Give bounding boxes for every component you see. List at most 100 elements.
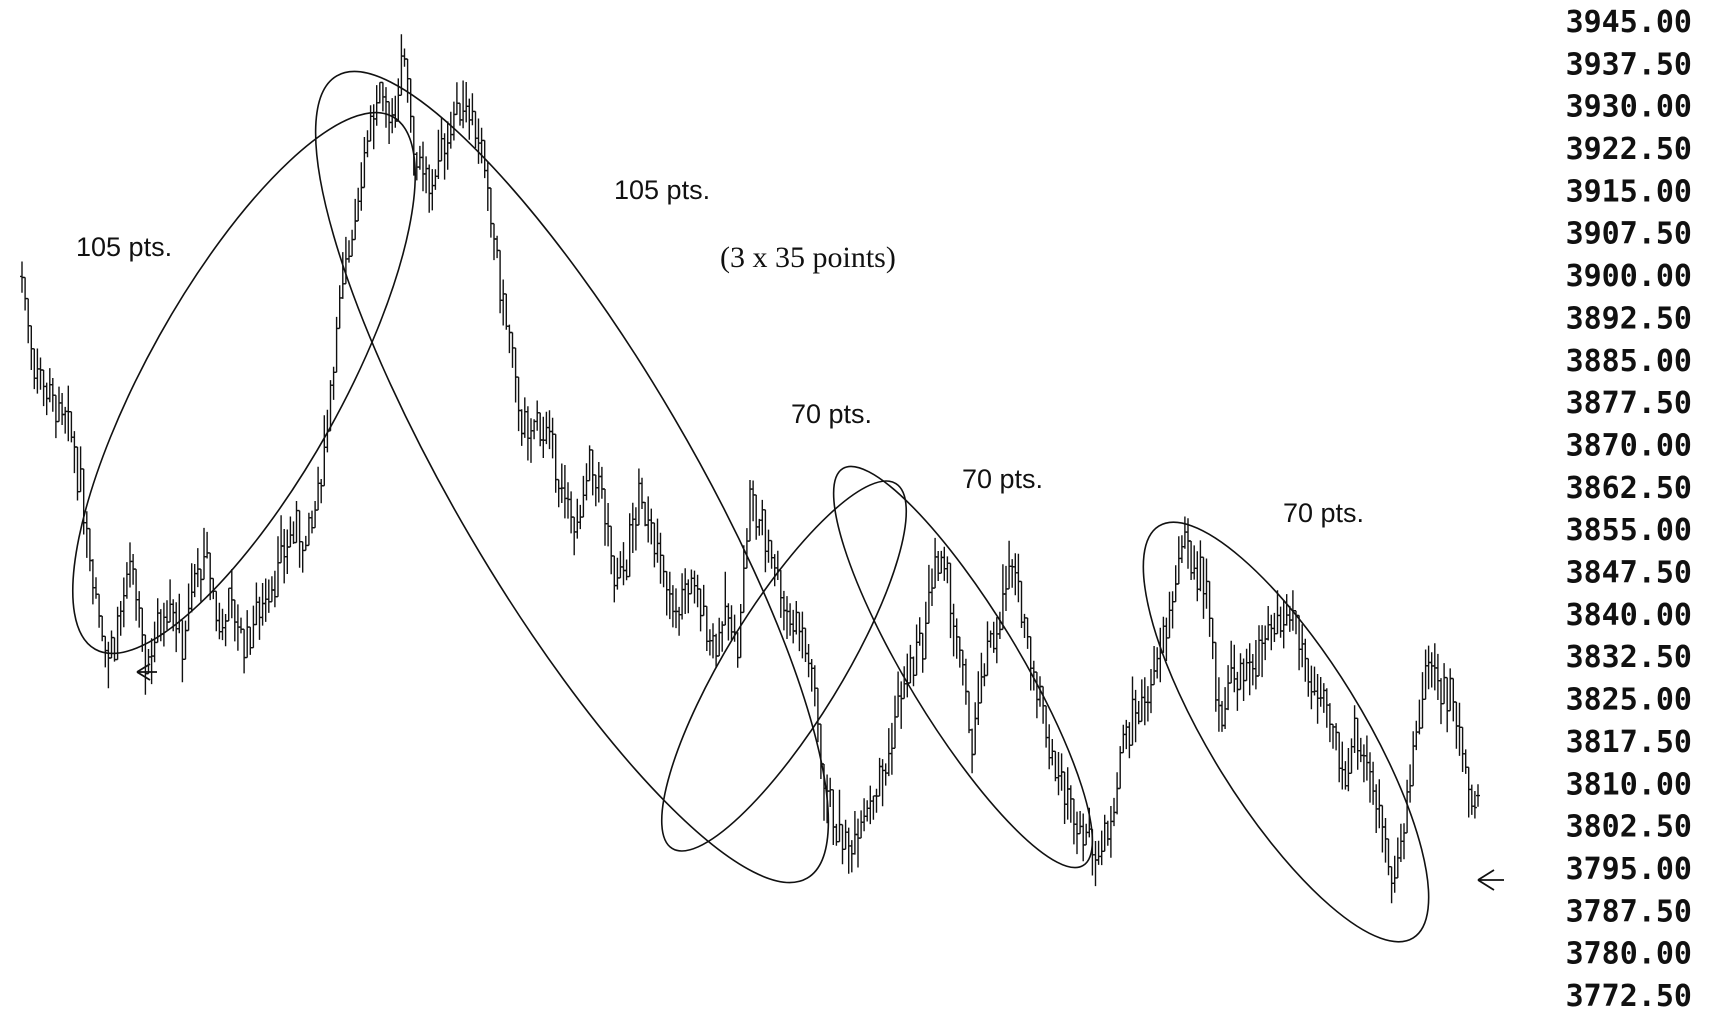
price-bar	[704, 605, 709, 651]
price-bar	[596, 462, 601, 503]
price-bar	[1065, 767, 1070, 820]
price-bar	[717, 617, 722, 657]
price-bar	[26, 297, 31, 344]
y-tick-label: 3900.00	[1566, 259, 1692, 294]
price-bar	[87, 527, 92, 572]
annotation-70-third: 70 pts.	[1283, 498, 1364, 528]
price-bar	[1429, 652, 1434, 688]
y-tick-label: 3855.00	[1566, 513, 1692, 548]
price-bar	[883, 763, 888, 786]
price-bar	[939, 550, 944, 574]
price-bar	[994, 617, 999, 664]
price-bar	[707, 629, 712, 656]
price-bar	[146, 649, 151, 675]
price-bar	[189, 563, 194, 613]
price-bar	[1340, 741, 1345, 790]
price-bar	[566, 482, 570, 519]
price-bar	[248, 626, 253, 655]
y-tick-label: 3862.50	[1566, 471, 1692, 506]
price-bar	[902, 666, 907, 700]
price-bar	[467, 98, 472, 140]
price-bar	[347, 240, 351, 263]
price-bar	[936, 551, 941, 581]
price-bar	[846, 827, 851, 874]
price-bar	[960, 649, 965, 686]
price-bar	[451, 101, 456, 141]
cycle-ellipse-3	[660, 480, 908, 852]
price-bar	[970, 728, 975, 774]
price-bar	[772, 554, 777, 587]
price-bar	[763, 509, 768, 573]
price-bar	[66, 385, 71, 442]
price-bar	[692, 570, 697, 604]
price-bar	[559, 463, 564, 503]
price-bar	[362, 137, 367, 189]
price-bar	[322, 415, 327, 487]
price-bar	[294, 501, 299, 544]
price-bar	[1081, 813, 1086, 862]
price-bar	[470, 93, 475, 126]
price-bar	[911, 656, 916, 687]
price-bar	[1213, 641, 1218, 712]
y-tick-label: 3795.00	[1566, 852, 1692, 887]
price-bar	[689, 569, 694, 595]
price-bar	[1411, 731, 1416, 787]
price-bar	[84, 511, 89, 558]
price-bar	[967, 690, 971, 734]
price-bar	[1460, 726, 1465, 772]
price-bar	[1149, 669, 1153, 714]
y-tick-label: 3787.50	[1566, 894, 1692, 929]
cycle-ellipses	[71, 70, 1430, 943]
price-bar	[1195, 551, 1200, 602]
price-bar	[257, 596, 262, 640]
y-tick-label: 3870.00	[1566, 428, 1692, 463]
price-bar	[192, 564, 197, 598]
price-bar	[985, 621, 990, 677]
price-bar	[649, 508, 654, 545]
price-bar	[711, 623, 715, 659]
price-bar	[791, 609, 796, 644]
price-bar	[1062, 771, 1067, 824]
price-bar	[587, 445, 592, 482]
price-bar	[954, 618, 959, 659]
price-bar	[1402, 823, 1406, 860]
price-bar	[741, 545, 746, 614]
price-bar	[38, 357, 43, 390]
y-tick-label: 3772.50	[1566, 979, 1692, 1014]
price-bar	[1466, 766, 1471, 818]
price-bar	[1266, 606, 1271, 641]
price-bar	[963, 658, 968, 705]
price-bar	[905, 653, 910, 698]
price-bar	[368, 105, 373, 142]
price-bar	[957, 636, 962, 668]
price-bar	[29, 325, 34, 370]
price-bar	[300, 541, 305, 573]
price-axis: 3945.00 3937.50 3930.00 3922.50 3915.00 3907.…	[1566, 5, 1692, 1014]
price-bar	[121, 577, 126, 628]
price-bar	[473, 110, 478, 148]
price-bar	[1263, 625, 1268, 661]
price-bar	[424, 156, 429, 194]
price-bar	[1223, 687, 1228, 729]
price-bar	[1451, 677, 1456, 722]
price-bar	[23, 276, 28, 311]
price-bar	[1284, 594, 1289, 626]
price-bar	[1108, 806, 1113, 858]
price-bar	[729, 605, 734, 641]
price-bar	[405, 58, 410, 103]
price-bar	[94, 577, 98, 599]
price-bar	[1469, 784, 1474, 815]
price-bar	[1025, 617, 1030, 649]
cycle-ellipse-1	[71, 111, 417, 655]
price-bar	[436, 129, 441, 179]
price-bar	[1432, 643, 1437, 691]
price-bar	[852, 811, 857, 855]
price-bar	[896, 671, 901, 718]
y-tick-label: 3915.00	[1566, 174, 1692, 209]
price-bar	[914, 624, 919, 676]
price-bar	[633, 507, 638, 551]
cycle-ellipse-5	[1142, 521, 1430, 943]
price-bar	[584, 463, 589, 501]
price-bar	[433, 169, 438, 190]
price-bar	[371, 104, 376, 150]
